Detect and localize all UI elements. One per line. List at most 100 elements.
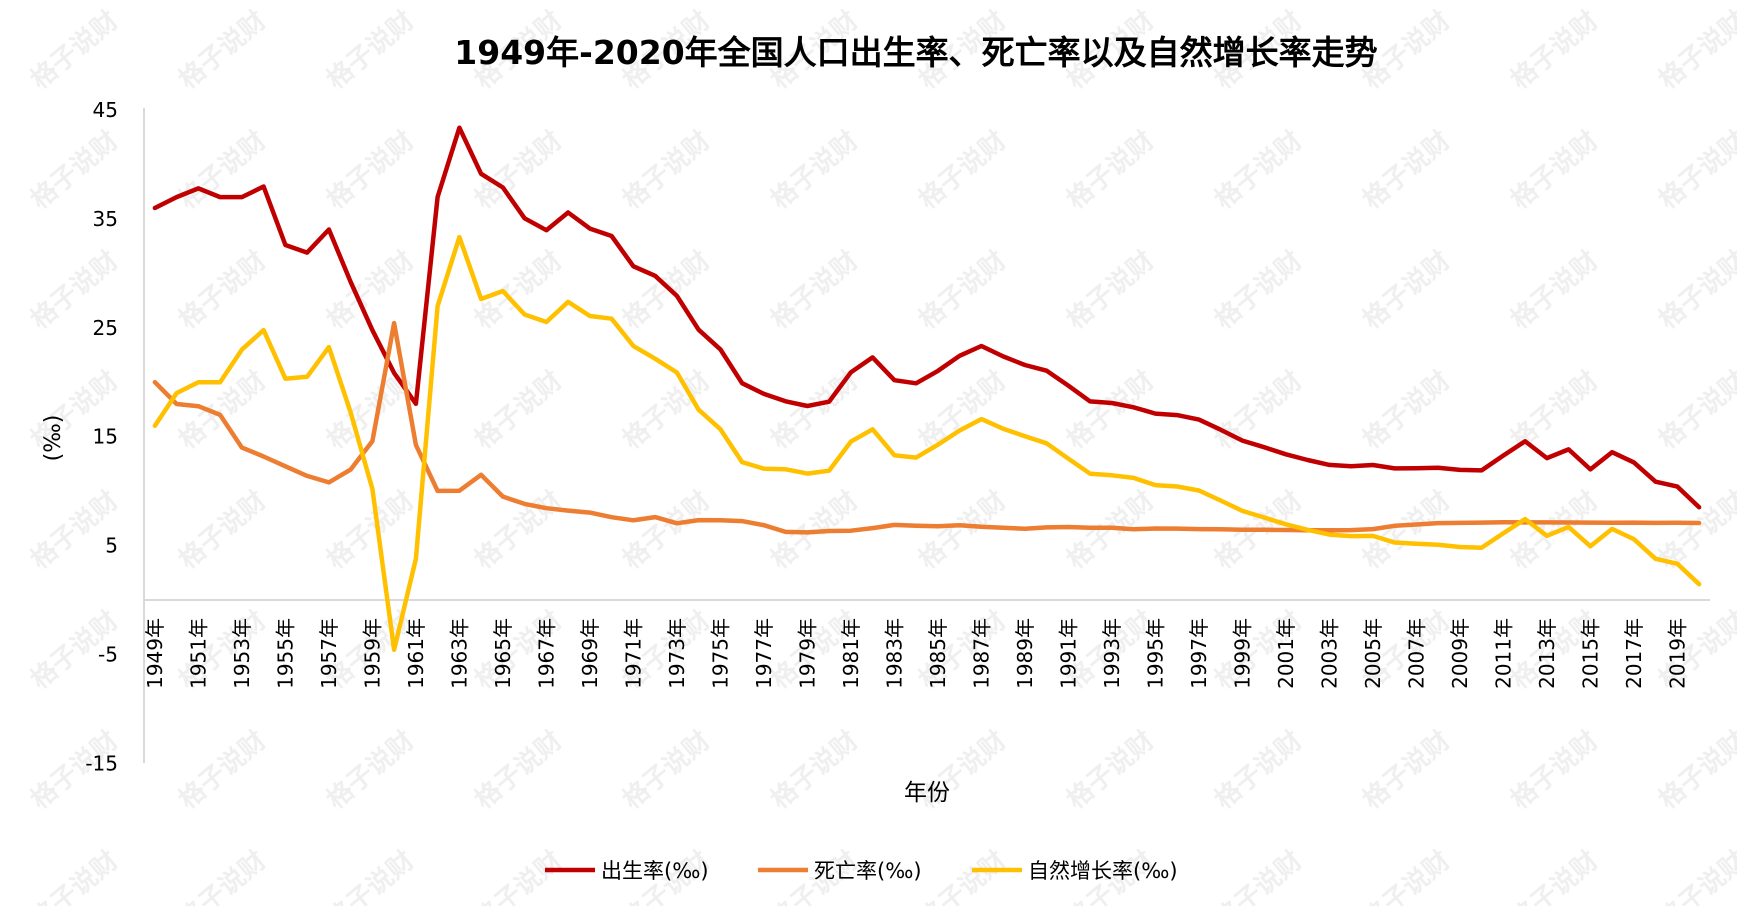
y-tick-label: -15 xyxy=(85,751,118,775)
watermark-text: 格子说财 xyxy=(617,125,717,216)
watermark-text: 格子说财 xyxy=(765,725,865,816)
watermark-text: 格子说财 xyxy=(1505,365,1605,456)
watermark-text: 格子说财 xyxy=(321,845,421,906)
x-tick-label: 1985年 xyxy=(926,618,950,689)
legend-label: 出生率(‰) xyxy=(601,859,709,883)
x-axis-label: 年份 xyxy=(904,780,950,806)
x-tick-label: 1995年 xyxy=(1143,618,1167,689)
x-tick-label: 1973年 xyxy=(665,618,689,689)
watermark-text: 格子说财 xyxy=(321,125,421,216)
y-tick-label: 35 xyxy=(93,207,118,231)
watermark-text: 格子说财 xyxy=(617,485,717,576)
watermark-text: 格子说财 xyxy=(25,845,125,906)
watermark-text: 格子说财 xyxy=(173,125,273,216)
watermark-text: 格子说财 xyxy=(1357,245,1457,336)
x-tick-label: 1999年 xyxy=(1230,618,1254,689)
watermark-text: 格子说财 xyxy=(1357,365,1457,456)
watermark-text: 格子说财 xyxy=(1505,485,1605,576)
watermark-text: 格子说财 xyxy=(1061,245,1161,336)
x-tick-label: 1953年 xyxy=(230,618,254,689)
watermark-text: 格子说财 xyxy=(1209,365,1309,456)
watermark-text: 格子说财 xyxy=(1653,725,1737,816)
x-tick-label: 1959年 xyxy=(360,618,384,689)
watermark-text: 格子说财 xyxy=(25,485,125,576)
y-tick-label: 5 xyxy=(105,534,118,558)
watermark-text: 格子说财 xyxy=(321,485,421,576)
watermark-text: 格子说财 xyxy=(1357,845,1457,906)
watermark-text: 格子说财 xyxy=(1505,5,1605,96)
x-tick-label: 2003年 xyxy=(1317,618,1341,689)
watermark-text: 格子说财 xyxy=(173,245,273,336)
watermark-text: 格子说财 xyxy=(1653,5,1737,96)
watermark-text: 格子说财 xyxy=(469,845,569,906)
x-tick-label: 1955年 xyxy=(273,618,297,689)
x-tick-label: 1963年 xyxy=(447,618,471,689)
x-tick-label: 1965年 xyxy=(491,618,515,689)
watermark-text: 格子说财 xyxy=(1061,725,1161,816)
x-tick-label: 2009年 xyxy=(1448,618,1472,689)
watermark-text: 格子说财 xyxy=(469,485,569,576)
watermark-text: 格子说财 xyxy=(1505,725,1605,816)
watermark-text: 格子说财 xyxy=(469,125,569,216)
x-tick-label: 1989年 xyxy=(1013,618,1037,689)
y-tick-label: 15 xyxy=(93,425,118,449)
watermark-text: 格子说财 xyxy=(1209,125,1309,216)
watermark-text: 格子说财 xyxy=(469,245,569,336)
x-tick-label: 2005年 xyxy=(1361,618,1385,689)
x-tick-label: 1975年 xyxy=(708,618,732,689)
y-tick-label: -5 xyxy=(98,642,118,666)
x-tick-label: 1971年 xyxy=(621,618,645,689)
x-tick-label: 1983年 xyxy=(882,618,906,689)
watermark-text: 格子说财 xyxy=(25,125,125,216)
watermark-text: 格子说财 xyxy=(173,725,273,816)
watermark-text: 格子说财 xyxy=(913,845,1013,906)
watermark-text: 格子说财 xyxy=(173,485,273,576)
watermark-text: 格子说财 xyxy=(1653,125,1737,216)
watermark-text: 格子说财 xyxy=(1209,725,1309,816)
y-tick-label: 25 xyxy=(93,316,118,340)
x-tick-label: 1993年 xyxy=(1100,618,1124,689)
watermark-text: 格子说财 xyxy=(1653,245,1737,336)
watermark-text: 格子说财 xyxy=(1505,845,1605,906)
watermark-text: 格子说财 xyxy=(25,5,125,96)
watermark-text: 格子说财 xyxy=(1505,245,1605,336)
watermark-text: 格子说财 xyxy=(617,245,717,336)
watermark-text: 格子说财 xyxy=(1505,125,1605,216)
x-tick-label: 2017年 xyxy=(1622,618,1646,689)
watermark-text: 格子说财 xyxy=(1357,725,1457,816)
legend: 出生率(‰) 死亡率(‰) 自然增长率(‰) xyxy=(545,859,1178,883)
x-tick-label: 2001年 xyxy=(1274,618,1298,689)
x-tick-label: 2019年 xyxy=(1665,618,1689,689)
x-tick-label: 1961年 xyxy=(404,618,428,689)
watermark-text: 格子说财 xyxy=(617,725,717,816)
watermark-text: 格子说财 xyxy=(1653,365,1737,456)
y-axis-ticks: 45 35 25 15 5 -5 -15 xyxy=(85,98,118,775)
watermark-text: 格子说财 xyxy=(765,125,865,216)
x-tick-label: 1979年 xyxy=(795,618,819,689)
x-tick-label: 1977年 xyxy=(752,618,776,689)
chart-title: 1949年-2020年全国人口出生率、死亡率以及自然增长率走势 xyxy=(454,33,1377,72)
x-tick-label: 2007年 xyxy=(1404,618,1428,689)
x-tick-label: 2013年 xyxy=(1535,618,1559,689)
watermark-text: 格子说财 xyxy=(173,845,273,906)
x-tick-label: 1981年 xyxy=(839,618,863,689)
watermark-text: 格子说财 xyxy=(1209,245,1309,336)
watermark-text: 格子说财 xyxy=(321,725,421,816)
legend-label: 自然增长率(‰) xyxy=(1028,859,1178,883)
x-tick-label: 1997年 xyxy=(1187,618,1211,689)
watermark-text: 格子说财 xyxy=(1357,125,1457,216)
x-tick-label: 1991年 xyxy=(1056,618,1080,689)
watermark-text: 格子说财 xyxy=(469,725,569,816)
x-tick-label: 1957年 xyxy=(317,618,341,689)
watermark-text: 格子说财 xyxy=(913,485,1013,576)
x-tick-label: 1949年 xyxy=(143,618,167,689)
watermark-text: 格子说财 xyxy=(1209,845,1309,906)
watermark-text: 格子说财 xyxy=(321,5,421,96)
legend-label: 死亡率(‰) xyxy=(814,859,922,883)
y-tick-label: 45 xyxy=(93,98,118,122)
watermark-text: 格子说财 xyxy=(173,5,273,96)
watermark-text: 格子说财 xyxy=(913,245,1013,336)
watermark-layer: 格子说财格子说财格子说财格子说财格子说财格子说财格子说财格子说财格子说财格子说财… xyxy=(25,5,1737,906)
